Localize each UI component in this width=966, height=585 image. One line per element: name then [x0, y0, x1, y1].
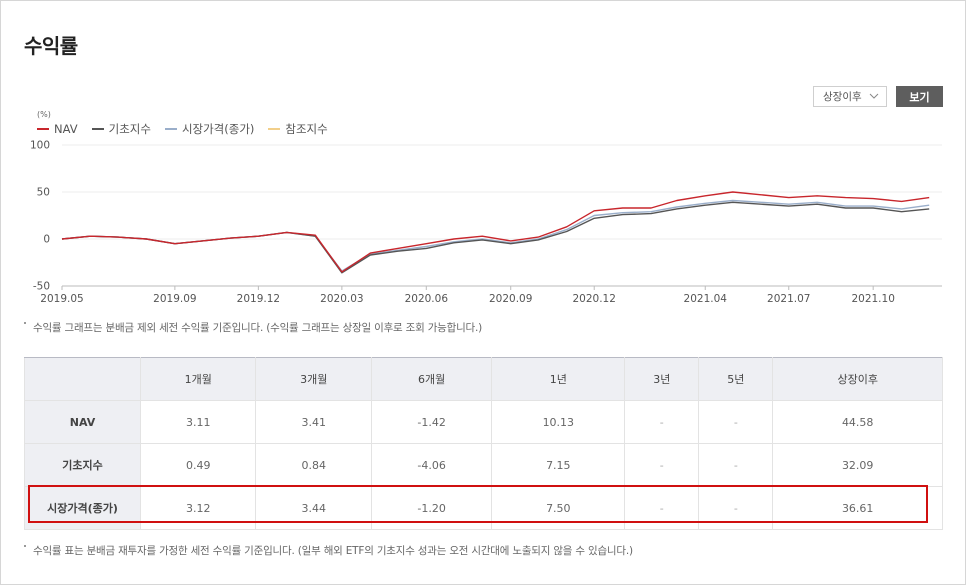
table-header-cell: 3년	[624, 357, 700, 401]
table-header-cell: 6개월	[370, 357, 493, 401]
highlight-box	[28, 485, 928, 523]
table-header-cell: 1년	[491, 357, 626, 401]
table-cell: -	[698, 400, 774, 444]
row-label: 기초지수	[24, 443, 141, 487]
period-select-value: 상장이후	[823, 91, 862, 103]
chart-series	[61, 191, 930, 274]
legend-swatch-reference-index	[268, 128, 281, 130]
legend-label-reference-index: 참조지수	[285, 122, 328, 136]
legend-label-nav: NAV	[54, 122, 78, 136]
series-line-1	[61, 201, 930, 274]
legend-swatch-market-price	[164, 128, 177, 130]
y-axis-ticks: 100 50 0 -50	[30, 140, 50, 293]
table-cell: -4.06	[370, 443, 493, 487]
table-cell: -	[624, 443, 700, 487]
x-axis-ticks: 2019.05 2019.09 2019.12 2020.03 2020.06 2020.…	[40, 286, 895, 305]
table-note: 수익률 표는 분배금 재투자를 가정한 세전 수익률 기준입니다. (일부 해외…	[24, 543, 633, 558]
table-cell: -	[698, 443, 774, 487]
legend-item-base-index[interactable]: 기초지수	[91, 121, 151, 137]
chart-legend: NAV 기초지수 시장가격(종가) 참조지수	[37, 121, 342, 137]
legend-swatch-base-index	[91, 128, 104, 130]
table-header-cell: 상장이후	[772, 357, 943, 401]
legend-label-market-price: 시장가격(종가)	[181, 122, 255, 136]
table-cell: 3.41	[255, 400, 372, 444]
table-cell: 3.11	[139, 400, 257, 444]
table-cell: 44.58	[772, 400, 943, 444]
table-header-cell	[24, 357, 141, 401]
chart-grid	[62, 144, 942, 287]
chevron-down-icon	[869, 93, 879, 99]
table-note-text: 수익률 표는 분배금 재투자를 가정한 세전 수익률 기준입니다. (일부 해외…	[33, 545, 633, 557]
y-tick-label: 50	[37, 187, 50, 199]
table-cell: 0.84	[255, 443, 372, 487]
x-tick-label: 2020.09	[489, 293, 532, 305]
x-tick-label: 2019.09	[153, 293, 196, 305]
y-axis-unit: (%)	[37, 110, 51, 119]
x-tick-label: 2020.03	[320, 293, 363, 305]
legend-swatch-nav	[37, 128, 49, 130]
table-header-cell: 3개월	[255, 357, 372, 401]
table-row: NAV 3.11 3.41 -1.42 10.13 - - 44.58	[24, 400, 943, 444]
table-header-cell: 1개월	[139, 357, 257, 401]
table-row: 기초지수 0.49 0.84 -4.06 7.15 - - 32.09	[24, 443, 943, 487]
x-tick-label: 2021.10	[851, 293, 894, 305]
x-tick-label: 2019.05	[40, 293, 83, 305]
view-button[interactable]: 보기	[896, 86, 943, 107]
bullet-dot-icon	[24, 545, 26, 547]
table-cell: 32.09	[772, 443, 943, 487]
table-header-row: 1개월 3개월 6개월 1년 3년 5년 상장이후	[24, 357, 943, 401]
y-tick-label: -50	[33, 281, 50, 293]
x-tick-label: 2020.06	[405, 293, 449, 305]
page-title: 수익률	[24, 34, 78, 58]
x-tick-label: 2021.04	[684, 293, 728, 305]
table-cell: -	[624, 400, 700, 444]
x-tick-label: 2020.12	[573, 293, 616, 305]
bullet-dot-icon	[24, 322, 26, 324]
chart-note: 수익률 그래프는 분배금 제외 세전 수익률 기준입니다. (수익률 그래프는 …	[24, 320, 482, 335]
x-tick-label: 2019.12	[237, 293, 280, 305]
legend-item-reference-index[interactable]: 참조지수	[268, 121, 328, 137]
x-tick-label: 2021.07	[767, 293, 810, 305]
table-header-cell: 5년	[698, 357, 774, 401]
table-cell: 10.13	[491, 400, 626, 444]
row-label: NAV	[24, 400, 141, 444]
y-tick-label: 100	[30, 140, 50, 152]
table-cell: -1.42	[370, 400, 493, 444]
legend-item-nav[interactable]: NAV	[37, 121, 78, 137]
series-line-2	[61, 199, 930, 272]
period-select[interactable]: 상장이후	[813, 86, 887, 107]
legend-item-market-price[interactable]: 시장가격(종가)	[164, 121, 255, 137]
series-line-0	[61, 191, 930, 273]
y-tick-label: 0	[43, 234, 50, 246]
table-cell: 0.49	[139, 443, 257, 487]
legend-label-base-index: 기초지수	[108, 122, 151, 136]
table-cell: 7.15	[491, 443, 626, 487]
chart-note-text: 수익률 그래프는 분배금 제외 세전 수익률 기준입니다. (수익률 그래프는 …	[33, 322, 483, 334]
